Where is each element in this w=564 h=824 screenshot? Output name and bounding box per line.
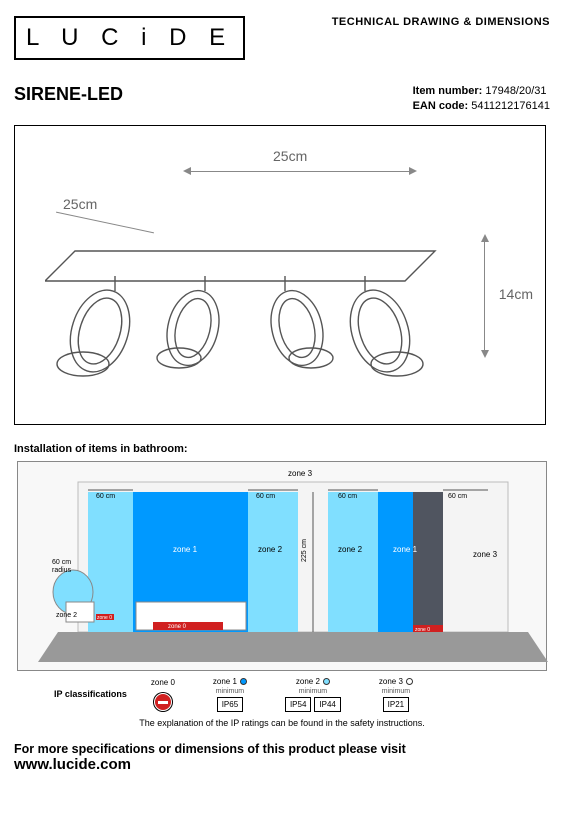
svg-text:zone 3: zone 3 xyxy=(473,550,498,559)
tech-drawing-label: TECHNICAL DRAWING & DIMENSIONS xyxy=(332,16,550,28)
svg-text:60 cm: 60 cm xyxy=(338,493,357,500)
no-entry-icon xyxy=(154,693,172,711)
ip-zone-3: zone 3 minimum IP21 xyxy=(379,677,413,712)
brand-text: L U C i D E xyxy=(26,24,233,52)
ip-label: IP classifications xyxy=(54,689,127,699)
svg-text:60 cm: 60 cm xyxy=(96,493,115,500)
svg-text:zone 1: zone 1 xyxy=(173,545,198,554)
brand-logo: L U C i D E xyxy=(14,16,245,60)
item-number-value: 17948/20/31 xyxy=(485,85,546,97)
depth-dimension: 25cm xyxy=(63,196,97,212)
ip65-box: IP65 xyxy=(217,697,243,712)
zone2-dot xyxy=(323,678,330,685)
ip44-box: IP44 xyxy=(314,697,340,712)
bathroom-section-title: Installation of items in bathroom: xyxy=(14,443,550,455)
svg-text:zone 0: zone 0 xyxy=(97,615,112,621)
product-name: SIRENE-LED xyxy=(14,84,123,105)
ean-value: 5411212176141 xyxy=(471,100,550,112)
ip54-box: IP54 xyxy=(285,697,311,712)
svg-text:225 cm: 225 cm xyxy=(301,539,308,562)
height-dimension: 14cm xyxy=(499,286,533,302)
svg-text:60 cm: 60 cm xyxy=(52,559,71,566)
svg-text:radius: radius xyxy=(52,567,72,574)
product-codes: Item number: 17948/20/31 EAN code: 54112… xyxy=(413,84,550,115)
svg-text:60 cm: 60 cm xyxy=(448,493,467,500)
zone3-dot xyxy=(406,678,413,685)
width-dimension: 25cm xyxy=(273,148,307,164)
ean-label: EAN code: xyxy=(413,100,469,112)
zone3-top-label: zone 3 xyxy=(288,469,313,478)
footer-url: www.lucide.com xyxy=(14,756,550,773)
bathroom-diagram: zone 3 zone 0 zone 0 zone 0 60 cm 60 cm … xyxy=(17,461,547,671)
product-sketch xyxy=(45,221,465,421)
item-number-label: Item number: xyxy=(413,85,483,97)
svg-text:zone 2: zone 2 xyxy=(258,545,283,554)
svg-text:zone 1: zone 1 xyxy=(393,545,418,554)
ip-classifications: IP classifications zone 0 zone 1 minimum… xyxy=(54,677,550,712)
footer-line: For more specifications or dimensions of… xyxy=(14,742,550,756)
svg-text:zone 0: zone 0 xyxy=(168,624,187,630)
svg-text:60 cm: 60 cm xyxy=(256,493,275,500)
zone1-dot xyxy=(240,678,247,685)
ip-zone-1: zone 1 minimum IP65 xyxy=(213,677,247,712)
svg-text:zone 0: zone 0 xyxy=(415,627,430,633)
svg-text:zone 2: zone 2 xyxy=(56,612,77,619)
ip21-box: IP21 xyxy=(383,697,409,712)
ip-zone-0: zone 0 xyxy=(151,678,175,711)
svg-text:zone 2: zone 2 xyxy=(338,545,363,554)
ip-zone-2: zone 2 minimum IP54 IP44 xyxy=(285,677,341,712)
ip-note: The explanation of the IP ratings can be… xyxy=(14,718,550,728)
technical-drawing: 25cm 25cm 14cm xyxy=(14,125,546,425)
